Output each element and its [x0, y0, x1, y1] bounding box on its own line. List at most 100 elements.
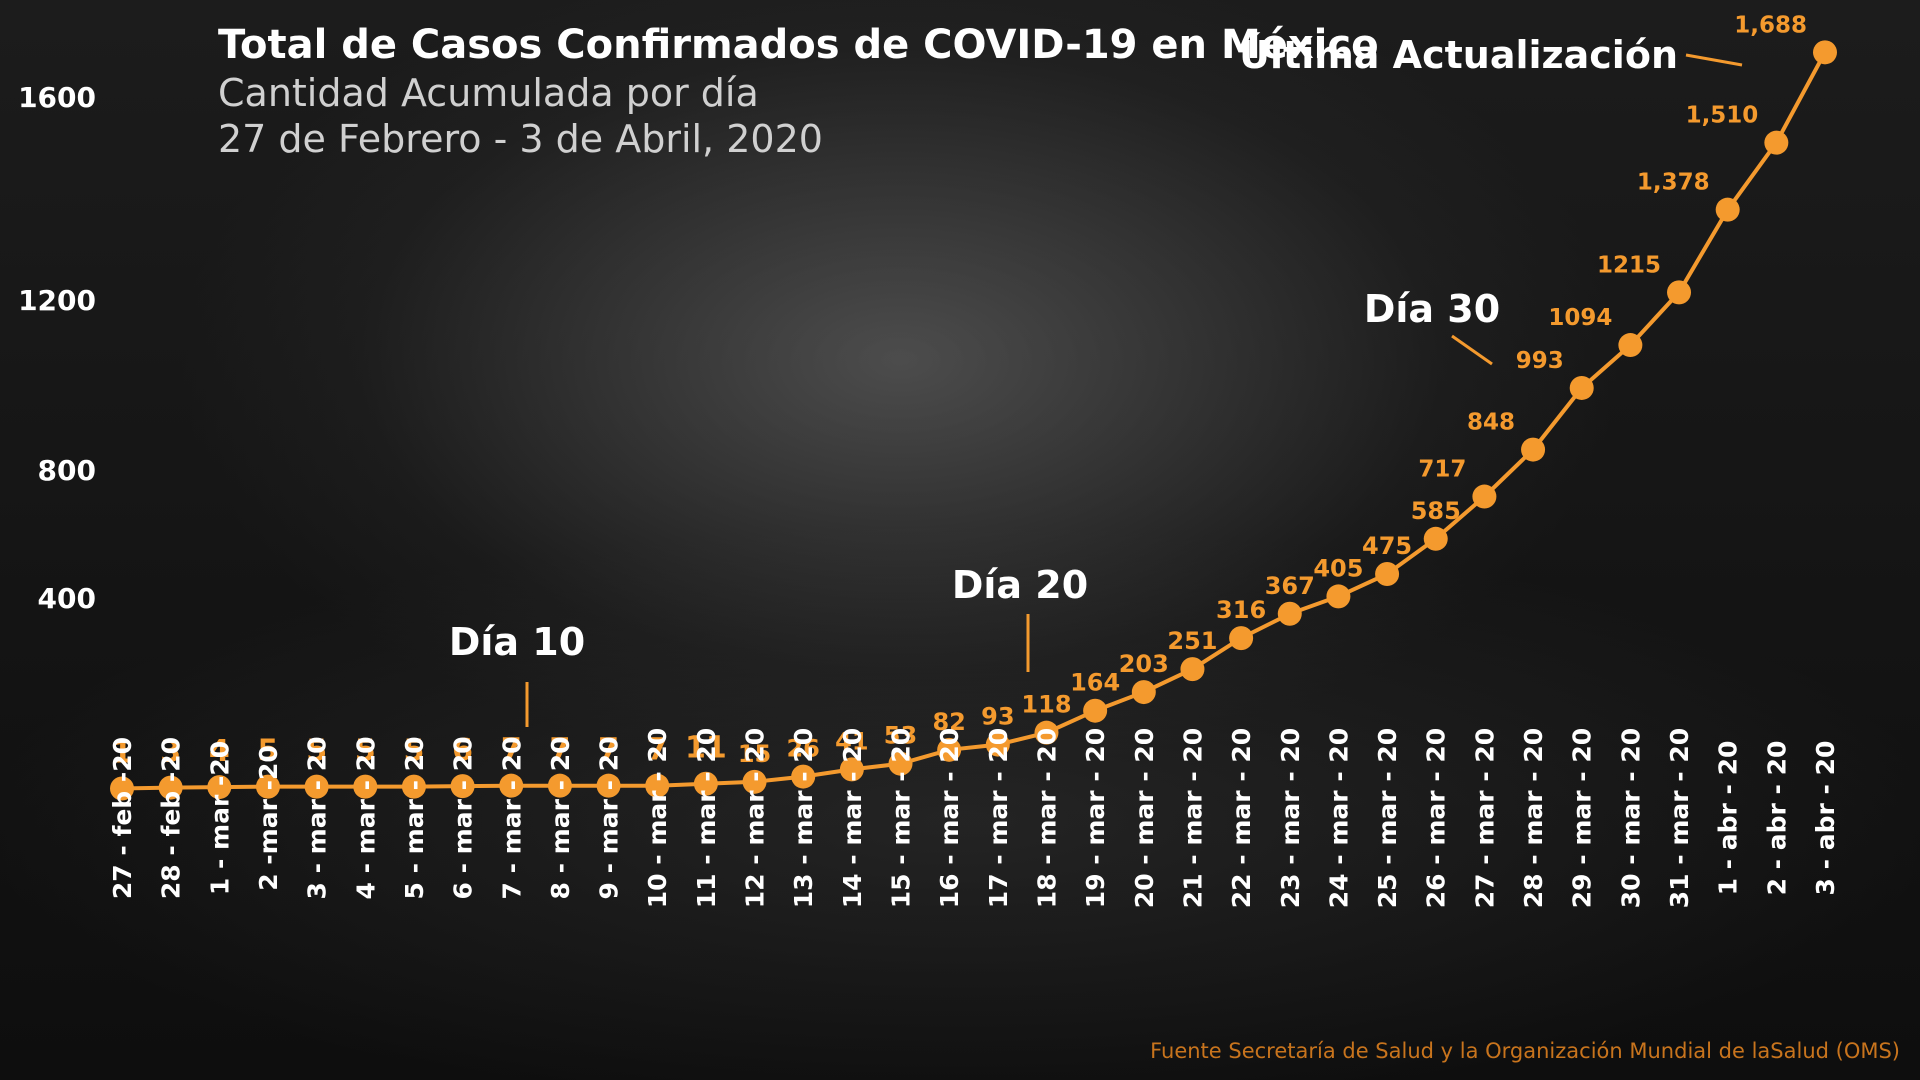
data-point [985, 732, 1010, 757]
data-point [450, 774, 475, 799]
data-label: 405 [1313, 554, 1363, 582]
x-tick-label: 19 - mar - 20 [1081, 728, 1110, 908]
data-label: 7 [647, 733, 668, 768]
data-point [742, 769, 767, 794]
x-tick-label: 16 - mar - 20 [935, 728, 964, 908]
y-axis: 400 800 1200 1600 [18, 81, 96, 615]
data-point [547, 773, 572, 798]
x-tick-label: 10 - mar - 20 [643, 728, 672, 908]
data-point [1180, 657, 1205, 682]
data-point [1423, 526, 1448, 551]
data-label: 7 [501, 733, 522, 768]
data-label: 26 [786, 735, 819, 763]
data-label: 11 [685, 731, 727, 766]
data-label: 1215 [1597, 252, 1661, 278]
x-tick-label: 27 - mar - 20 [1470, 728, 1499, 908]
data-point [1618, 333, 1643, 358]
data-label: 5 [258, 734, 279, 769]
x-tick-label: 4 - mar - 20 [351, 736, 380, 899]
annotations: Día 10 Día 20 Día 30 Última Actualización [449, 33, 1743, 727]
data-label: 367 [1265, 572, 1315, 600]
data-point [353, 774, 378, 799]
x-tick-label: 1 - mar -20 [205, 741, 234, 895]
data-point [1277, 601, 1302, 626]
data-label: 1,378 [1637, 170, 1710, 196]
x-tick-label: 14 - mar - 20 [838, 728, 867, 908]
x-tick-label: 20 - mar - 20 [1130, 728, 1159, 908]
data-label: 1 [112, 736, 133, 771]
data-label: 5 [404, 734, 425, 769]
x-tick-label: 6 - mar - 20 [449, 736, 478, 899]
data-point [1715, 197, 1740, 222]
data-label: 251 [1167, 627, 1217, 655]
data-point [304, 774, 329, 799]
data-label: 3 [160, 735, 181, 770]
data-point [888, 751, 913, 776]
data-labels: 1 3 4 5 5 5 5 6 7 7 7 7 11 15 26 41 53 82 93 11816420325131… [112, 12, 1807, 770]
annotation-label: Día 10 [449, 620, 585, 664]
data-point [110, 776, 134, 801]
data-label: 118 [1021, 691, 1071, 719]
x-tick-label: 3 - mar - 20 [303, 736, 332, 899]
data-point [1569, 375, 1594, 400]
chart-date-range: 27 de Febrero - 3 de Abril, 2020 [218, 117, 823, 161]
data-label: 93 [981, 703, 1014, 731]
chart-subtitle: Cantidad Acumulada por día [218, 71, 759, 115]
x-tick-label: 9 - mar - 20 [595, 736, 624, 899]
data-point [158, 775, 183, 800]
data-point [1764, 130, 1789, 155]
x-axis: 27 - feb -20 28 - feb -20 1 - mar -20 2 -ma… [108, 728, 1840, 908]
data-point [937, 737, 962, 762]
x-tick-label: 18 - mar - 20 [1032, 728, 1061, 908]
data-label: 7 [598, 733, 619, 768]
data-point [645, 773, 670, 798]
data-point [693, 771, 718, 796]
x-tick-label: 29 - mar - 20 [1568, 728, 1597, 908]
data-points [110, 40, 1837, 801]
x-tick-label: 25 - mar - 20 [1373, 728, 1402, 908]
x-tick-label: 26 - mar - 20 [1422, 728, 1451, 908]
data-point [1521, 437, 1546, 462]
x-tick-label: 12 - mar - 20 [741, 728, 770, 908]
y-tick-label: 1600 [18, 81, 96, 114]
data-point [1326, 584, 1351, 609]
x-tick-label: 24 - mar - 20 [1324, 728, 1353, 908]
x-tick-label: 8 - mar - 20 [546, 736, 575, 899]
data-label: 1,688 [1734, 12, 1807, 38]
x-tick-label: 28 - feb -20 [157, 737, 186, 899]
data-point [207, 775, 232, 800]
y-tick-label: 1200 [18, 284, 96, 317]
data-point [839, 757, 864, 782]
data-point [1667, 280, 1692, 305]
x-tick-label: 27 - feb -20 [108, 737, 137, 899]
source-note: Fuente Secretaría de Salud y la Organiza… [1150, 1039, 1900, 1063]
data-label: 6 [452, 733, 473, 768]
data-point [1472, 484, 1497, 509]
x-tick-label: 2 - abr - 20 [1762, 741, 1791, 896]
data-label: 585 [1411, 497, 1461, 525]
annotation-leader-line [1451, 334, 1493, 366]
chart-title: Total de Casos Confirmados de COVID-19 e… [218, 22, 1379, 68]
data-label: 1094 [1548, 305, 1612, 331]
data-point [401, 774, 426, 799]
x-tick-label: 1 - abr - 20 [1714, 741, 1743, 896]
data-label: 41 [835, 727, 868, 755]
data-label: 848 [1467, 410, 1515, 436]
x-tick-label: 15 - mar - 20 [887, 728, 916, 908]
data-point [1229, 626, 1254, 651]
data-label: 5 [355, 734, 376, 769]
data-label: 475 [1362, 532, 1412, 560]
x-tick-label: 22 - mar - 20 [1227, 728, 1256, 908]
y-tick-label: 800 [38, 454, 96, 487]
x-tick-label: 2 -mar -20 [254, 745, 283, 891]
data-point [791, 764, 816, 789]
annotation-leader-line [1685, 53, 1743, 67]
x-tick-label: 30 - mar - 20 [1616, 728, 1645, 908]
data-label: 82 [932, 708, 965, 736]
x-tick-label: 23 - mar - 20 [1276, 728, 1305, 908]
x-tick-label: 13 - mar - 20 [789, 728, 818, 908]
data-label: 717 [1418, 457, 1466, 483]
data-point [255, 774, 280, 799]
data-point [1083, 698, 1108, 723]
annotation-label: Día 30 [1364, 287, 1500, 331]
